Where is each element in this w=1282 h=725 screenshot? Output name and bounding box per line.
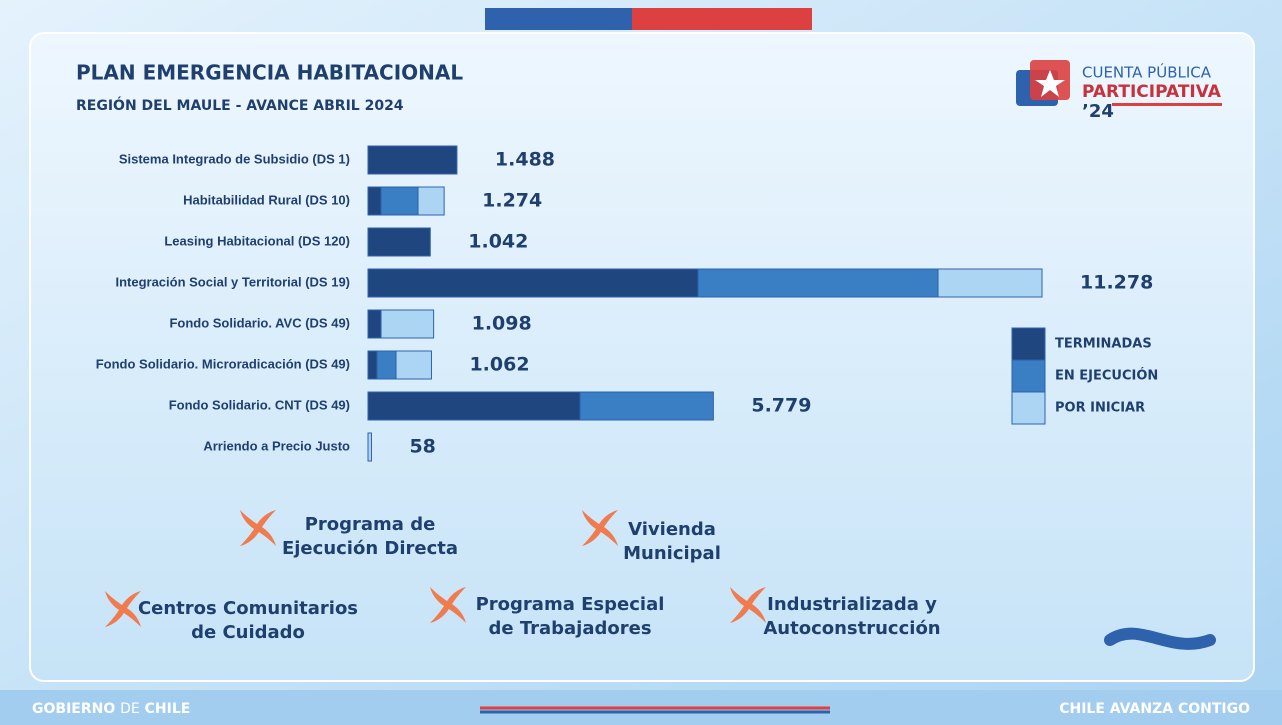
bar-segment <box>938 269 1042 297</box>
category-label: Integración Social y Territorial (DS 19) <box>115 274 350 289</box>
bar-segment <box>698 269 938 297</box>
category-label: Fondo Solidario. Microradicación (DS 49) <box>96 356 350 371</box>
footer-word: DE <box>120 701 140 717</box>
bar-segment <box>368 269 698 297</box>
program-text: Programa de <box>305 514 436 535</box>
total-label: 1.062 <box>469 354 529 376</box>
bar-segment <box>377 351 396 379</box>
bar-segment <box>418 187 444 215</box>
program-text: Autoconstrucción <box>763 618 940 639</box>
bar-segment <box>368 228 430 256</box>
category-label: Fondo Solidario. AVC (DS 49) <box>169 315 350 330</box>
total-label: 1.098 <box>472 313 532 335</box>
footer-left: GOBIERNO DE CHILE <box>32 701 190 717</box>
category-label: Arriendo a Precio Justo <box>203 438 350 453</box>
program-text: Centros Comunitarios <box>138 598 358 619</box>
category-label: Sistema Integrado de Subsidio (DS 1) <box>119 151 350 166</box>
legend-label: EN EJECUCIÓN <box>1055 368 1158 384</box>
category-label: Leasing Habitacional (DS 120) <box>164 233 350 248</box>
program-text: Municipal <box>623 543 721 564</box>
total-label: 11.278 <box>1080 272 1153 294</box>
footer-word: CHILE <box>145 701 191 717</box>
bar-segment <box>368 310 381 338</box>
legend-swatch <box>1012 360 1045 392</box>
legend-swatch <box>1012 392 1045 424</box>
logo-text: CUENTA PÚBLICA <box>1082 63 1212 82</box>
total-label: 1.488 <box>495 149 555 171</box>
program-text: de Cuidado <box>191 622 305 643</box>
total-label: 5.779 <box>751 395 811 417</box>
bar-segment <box>368 392 580 420</box>
bar-segment <box>368 187 381 215</box>
legend-label: POR INICIAR <box>1055 401 1145 416</box>
bar-segment <box>381 310 434 338</box>
total-label: 1.042 <box>468 231 528 253</box>
program-text: Programa Especial <box>476 594 665 615</box>
top-bar-red <box>632 8 812 30</box>
bar-segment <box>580 392 713 420</box>
legend-swatch <box>1012 328 1045 360</box>
footer-right: CHILE AVANZA CONTIGO <box>1059 701 1250 717</box>
footer-word: GOBIERNO <box>32 701 115 717</box>
program-text: de Trabajadores <box>488 618 651 639</box>
logo-text: ’24 <box>1082 101 1114 122</box>
bar-segment <box>368 433 371 461</box>
top-bar-blue <box>485 8 632 30</box>
chart-title: PLAN EMERGENCIA HABITACIONAL <box>76 61 463 85</box>
category-label: Habitabilidad Rural (DS 10) <box>183 192 350 207</box>
logo-line <box>1112 103 1222 106</box>
program-text: Ejecución Directa <box>282 538 458 559</box>
category-label: Fondo Solidario. CNT (DS 49) <box>169 397 350 412</box>
legend: TERMINADAS EN EJECUCIÓN POR INICIAR <box>1012 328 1158 424</box>
logo-text: PARTICIPATIVA <box>1082 82 1222 102</box>
chart-subtitle: REGIÓN DEL MAULE - AVANCE ABRIL 2024 <box>76 96 404 114</box>
bar-segment <box>381 187 418 215</box>
bar-segment <box>368 351 377 379</box>
total-label: 1.274 <box>482 190 542 212</box>
bar-segment <box>396 351 431 379</box>
legend-label: TERMINADAS <box>1055 337 1152 352</box>
bar-segment <box>368 146 457 174</box>
program-text: Vivienda <box>628 519 716 540</box>
program-text: Industrializada y <box>767 594 937 615</box>
total-label: 58 <box>409 436 435 458</box>
slide: PLAN EMERGENCIA HABITACIONAL REGIÓN DEL … <box>0 0 1282 725</box>
